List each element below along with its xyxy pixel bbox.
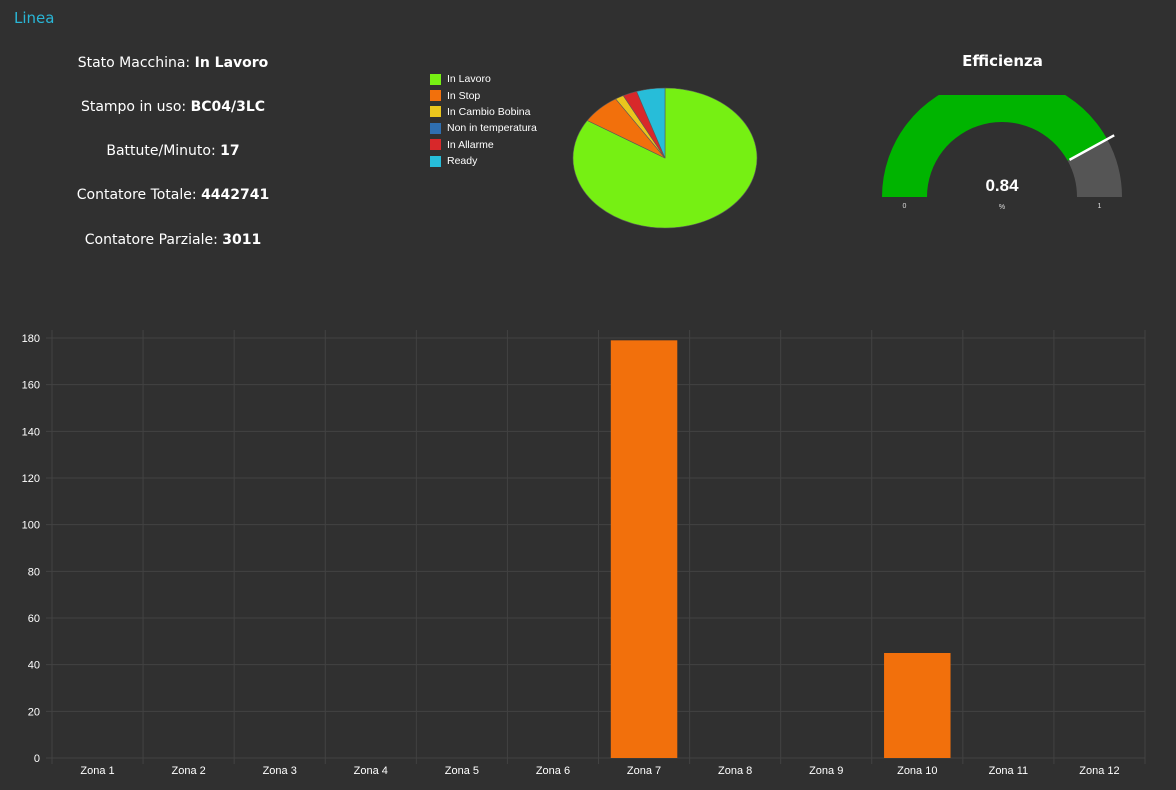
battute-minuto: Battute/Minuto: 17 xyxy=(42,143,304,159)
y-tick-label: 80 xyxy=(28,566,40,578)
legend-label: Ready xyxy=(447,155,478,168)
legend-swatch xyxy=(430,90,441,102)
x-tick-label: Zona 1 xyxy=(80,765,114,777)
battute-label: Battute/Minuto: xyxy=(106,143,221,159)
legend-item[interactable]: In Cambio Bobina xyxy=(430,104,537,120)
totale-label: Contatore Totale: xyxy=(76,187,202,203)
efficiency-gauge: 0.84% 0 1 xyxy=(882,95,1122,211)
gauge-unit: % xyxy=(999,204,1005,211)
gauge-needle xyxy=(1068,134,1115,162)
stampo-value: BC04/3LC xyxy=(190,99,266,115)
legend-item[interactable]: In Lavoro xyxy=(430,71,537,87)
legend-item[interactable]: In Stop xyxy=(430,87,537,103)
y-tick-label: 0 xyxy=(34,753,40,765)
y-tick-label: 120 xyxy=(22,473,40,485)
legend-swatch xyxy=(430,139,441,151)
battute-value: 17 xyxy=(220,143,240,159)
stato-macchina: Stato Macchina: In Lavoro xyxy=(42,55,304,71)
x-tick-label: Zona 2 xyxy=(172,765,206,777)
contatore-totale: Contatore Totale: 4442741 xyxy=(42,187,304,203)
totale-value: 4442741 xyxy=(201,187,270,203)
stampo-label: Stampo in uso: xyxy=(80,99,191,115)
gauge-fill xyxy=(882,95,1108,197)
legend-swatch xyxy=(430,73,441,85)
pie-legend: In Lavoro In Stop In Cambio Bobina Non i… xyxy=(430,71,537,169)
y-tick-label: 160 xyxy=(22,380,40,392)
stato-label: Stato Macchina: xyxy=(77,55,195,71)
bar-zona-7[interactable] xyxy=(610,340,678,758)
x-tick-label: Zona 7 xyxy=(627,765,661,777)
legend-item[interactable]: Non in temperatura xyxy=(430,120,537,136)
legend-label: In Stop xyxy=(447,89,481,102)
gauge-max-label: 1 xyxy=(1098,203,1102,210)
legend-swatch xyxy=(430,106,441,118)
x-tick-label: Zona 9 xyxy=(809,765,843,777)
stato-value: In Lavoro xyxy=(194,55,269,71)
y-tick-label: 100 xyxy=(22,520,40,532)
stampo-in-uso: Stampo in uso: BC04/3LC xyxy=(42,99,304,115)
x-tick-label: Zona 4 xyxy=(354,765,388,777)
gauge-title: Efficienza xyxy=(962,52,1043,70)
legend-label: In Allarme xyxy=(447,138,494,151)
x-tick-label: Zona 6 xyxy=(536,765,570,777)
gauge-min-label: 0 xyxy=(903,203,907,210)
legend-swatch xyxy=(430,122,441,134)
page-title: Linea xyxy=(14,9,55,27)
zone-bar-chart: 0 20 40 60 80 100 120 140 160 180 Zona 1 Zona 2 Zona… xyxy=(22,330,1146,777)
x-tick-label: Zona 10 xyxy=(897,765,937,777)
y-tick-label: 20 xyxy=(28,706,40,718)
y-tick-label: 60 xyxy=(28,613,40,625)
legend-item[interactable]: Ready xyxy=(430,153,537,169)
x-tick-label: Zona 11 xyxy=(989,765,1029,777)
x-tick-label: Zona 3 xyxy=(263,765,297,777)
y-tick-label: 180 xyxy=(22,333,40,345)
legend-swatch xyxy=(430,155,441,167)
contatore-parziale: Contatore Parziale: 3011 xyxy=(42,232,304,248)
legend-label: In Lavoro xyxy=(447,73,491,86)
bar-zona-10[interactable] xyxy=(884,653,951,758)
parziale-label: Contatore Parziale: xyxy=(84,232,223,248)
y-tick-label: 40 xyxy=(28,660,40,672)
legend-label: In Cambio Bobina xyxy=(447,105,531,118)
legend-label: Non in temperatura xyxy=(447,122,537,135)
gauge-value: 0.84 xyxy=(985,176,1019,195)
legend-item[interactable]: In Allarme xyxy=(430,137,537,153)
x-tick-label: Zona 12 xyxy=(1079,765,1119,777)
pie-slice-ready[interactable] xyxy=(636,87,666,159)
y-tick-label: 140 xyxy=(22,426,40,438)
x-tick-label: Zona 5 xyxy=(445,765,479,777)
x-tick-label: Zona 8 xyxy=(718,765,752,777)
parziale-value: 3011 xyxy=(222,232,262,248)
status-pie-chart xyxy=(572,87,758,229)
